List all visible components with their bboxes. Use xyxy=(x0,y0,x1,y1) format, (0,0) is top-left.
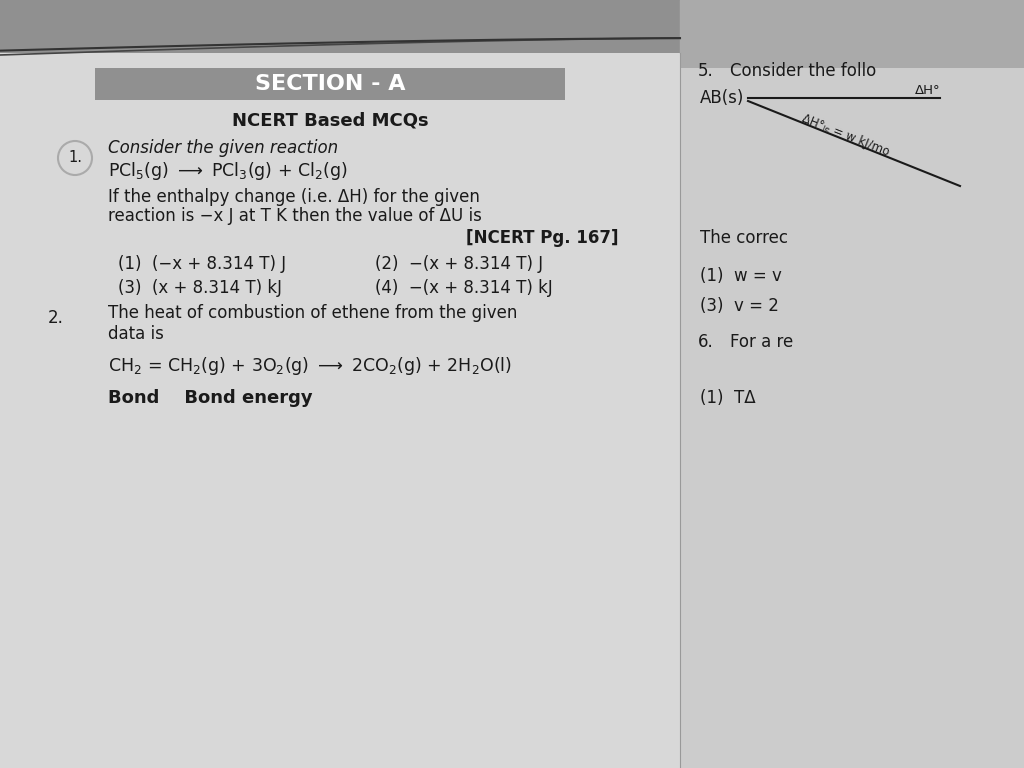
Text: reaction is −x J at T K then the value of ΔU is: reaction is −x J at T K then the value o… xyxy=(108,207,482,225)
Text: (3)  v = 2: (3) v = 2 xyxy=(700,297,779,315)
Text: 5.: 5. xyxy=(698,62,714,80)
Text: ΔH°: ΔH° xyxy=(915,84,941,97)
FancyBboxPatch shape xyxy=(0,53,680,768)
Text: For a re: For a re xyxy=(730,333,794,351)
Text: The correc: The correc xyxy=(700,229,788,247)
Text: (2)  −(x + 8.314 T) J: (2) −(x + 8.314 T) J xyxy=(375,255,543,273)
FancyBboxPatch shape xyxy=(680,0,1024,768)
Text: (1)  TΔ: (1) TΔ xyxy=(700,389,756,407)
Text: Consider the given reaction: Consider the given reaction xyxy=(108,139,338,157)
Text: 2.: 2. xyxy=(48,309,63,327)
Text: data is: data is xyxy=(108,325,164,343)
Text: (1)  w = v: (1) w = v xyxy=(700,267,782,285)
Text: CH$_2$ = CH$_2$(g) + 3O$_2$(g) $\longrightarrow$ 2CO$_2$(g) + 2H$_2$O(l): CH$_2$ = CH$_2$(g) + 3O$_2$(g) $\longrig… xyxy=(108,355,512,377)
Text: SECTION - A: SECTION - A xyxy=(255,74,406,94)
Text: NCERT Based MCQs: NCERT Based MCQs xyxy=(231,112,428,130)
Text: PCl$_5$(g) $\longrightarrow$ PCl$_3$(g) + Cl$_2$(g): PCl$_5$(g) $\longrightarrow$ PCl$_3$(g) … xyxy=(108,160,347,182)
Text: (4)  −(x + 8.314 T) kJ: (4) −(x + 8.314 T) kJ xyxy=(375,279,553,297)
FancyBboxPatch shape xyxy=(95,68,565,100)
Text: (3)  (x + 8.314 T) kJ: (3) (x + 8.314 T) kJ xyxy=(118,279,282,297)
Text: ΔH°ₗₑ = w kJ/mo: ΔH°ₗₑ = w kJ/mo xyxy=(800,111,891,158)
Text: Consider the follo: Consider the follo xyxy=(730,62,877,80)
FancyBboxPatch shape xyxy=(0,0,1024,55)
Text: AB(s): AB(s) xyxy=(700,89,744,107)
FancyBboxPatch shape xyxy=(680,0,1024,68)
Text: 6.: 6. xyxy=(698,333,714,351)
Text: If the enthalpy change (i.e. ΔH) for the given: If the enthalpy change (i.e. ΔH) for the… xyxy=(108,188,480,206)
Text: [NCERT Pg. 167]: [NCERT Pg. 167] xyxy=(466,229,618,247)
Text: (1)  (−x + 8.314 T) J: (1) (−x + 8.314 T) J xyxy=(118,255,286,273)
Text: The heat of combustion of ethene from the given: The heat of combustion of ethene from th… xyxy=(108,304,517,322)
Text: Bond    Bond energy: Bond Bond energy xyxy=(108,389,312,407)
Text: 1.: 1. xyxy=(68,151,82,165)
